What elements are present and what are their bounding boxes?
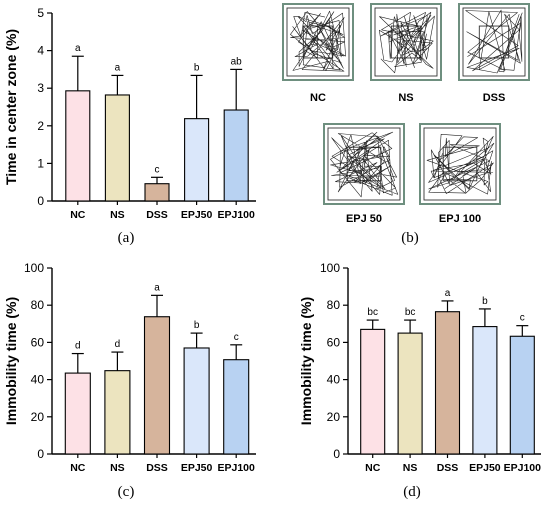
y-tick-label: 5 [37,6,44,20]
y-tick-label: 1 [37,156,44,170]
x-tick-label: NS [403,462,418,474]
y-tick-label: 40 [327,373,341,387]
arena-border [374,7,438,77]
x-tick-label: NC [70,462,86,474]
movement-track [330,131,399,198]
x-tick-label: DSS [146,462,168,474]
significance-letter: c [234,332,239,343]
y-axis-label: Time in center zone (%) [3,29,19,185]
bar-ns [104,370,131,455]
bar-epj100 [223,359,250,455]
x-tick-label: EPJ50 [469,462,501,474]
bar-ns [104,94,130,202]
bar-dss [143,316,171,455]
panel-label-b: (b) [401,230,419,246]
chart-time-in-center-zone: 0 1 2 3 4 5 Time in center zone (%) a NC a NS c DSS b… [3,6,256,221]
bar-epj50 [184,118,210,202]
y-tick-label: 4 [37,44,44,58]
x-tick-label: DSS [437,462,459,474]
significance-letter: c [520,313,525,324]
arena-border [423,127,497,201]
movement-track [426,134,495,195]
y-tick-label: 3 [37,81,44,95]
x-tick-label: EPJ50 [181,462,213,474]
x-tick-label: EPJ50 [181,209,213,221]
x-tick-label: EPJ100 [504,462,542,474]
y-tick-label: 100 [320,261,340,275]
track-label: NS [398,92,413,104]
arena-border [462,7,526,77]
significance-letter: a [445,288,451,299]
x-tick-label: NC [70,209,86,221]
chart-immobility-time-c: 0 20 40 60 80 100 Immobility time (%) d NC d NS a DS… [3,261,256,474]
panel-label-d: (d) [403,484,421,500]
significance-letter: a [154,282,160,293]
bar-epj50 [472,326,498,455]
x-tick-label: NC [365,462,381,474]
significance-letter: c [155,164,160,175]
panel-label-a: (a) [118,230,135,246]
y-tick-label: 80 [31,298,45,312]
arena-frame [458,3,530,81]
y-tick-label: 60 [327,335,341,349]
x-tick-label: EPJ100 [218,209,256,221]
y-tick-label: 40 [31,373,45,387]
movement-track [290,10,346,72]
y-tick-label: 20 [327,410,341,424]
significance-letter: d [75,341,81,352]
center-zone [478,25,510,59]
movement-track [465,9,523,74]
y-tick-label: 100 [24,261,44,275]
movement-track [379,11,435,74]
significance-letter: ab [231,56,243,67]
x-tick-label: NS [110,462,125,474]
y-tick-label: 0 [37,194,44,208]
bar-dss [434,311,461,455]
y-tick-label: 80 [327,298,341,312]
significance-letter: bc [367,307,378,318]
track-label: EPJ 50 [346,213,382,225]
track-label: NC [310,92,326,104]
track-label: EPJ 100 [439,213,481,225]
x-tick-label: DSS [146,209,168,221]
significance-letter: d [115,339,121,350]
bar-nc [65,90,91,202]
significance-letter: bc [405,307,416,318]
y-tick-label: 60 [31,335,45,349]
y-tick-label: 0 [37,447,44,461]
arena-border [327,127,401,201]
significance-letter: b [194,320,200,331]
arena-border [286,7,350,77]
bar-nc [360,328,386,455]
bar-epj100 [223,109,249,202]
y-tick-label: 0 [333,447,340,461]
y-axis-label: Immobility time (%) [3,297,19,425]
y-tick-label: 20 [31,410,45,424]
significance-letter: b [482,296,488,307]
bar-dss [144,183,170,202]
significance-letter: b [194,62,200,73]
significance-letter: a [115,62,121,73]
x-tick-label: EPJ100 [218,462,256,474]
x-tick-label: NS [110,209,125,221]
significance-letter: a [75,43,81,54]
bar-nc [64,372,91,455]
y-axis-label: Immobility time (%) [298,297,314,425]
panel-label-c: (c) [118,484,135,500]
bar-ns [397,332,423,455]
bar-epj100 [509,335,535,455]
open-field-track-panel: NC NS DSS EPJ 50 EPJ 100 [282,3,530,225]
y-tick-label: 2 [37,119,44,133]
bar-epj50 [183,347,210,455]
track-label: DSS [483,92,506,104]
